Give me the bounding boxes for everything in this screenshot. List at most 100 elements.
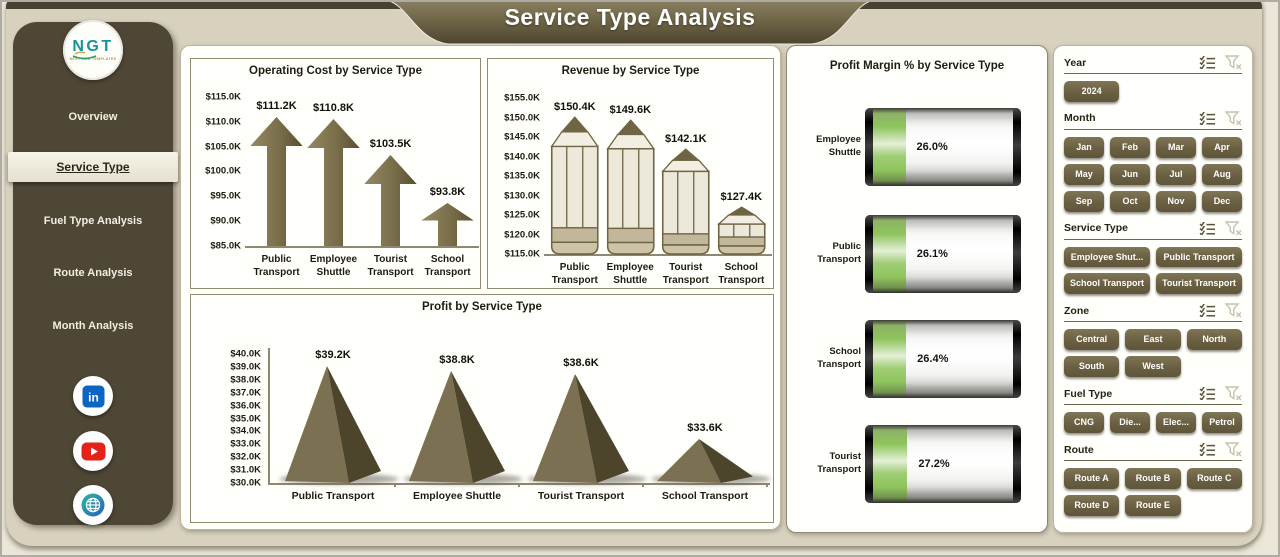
filter-option-apr[interactable]: Apr	[1202, 136, 1242, 158]
multi-select-icon[interactable]	[1199, 304, 1216, 318]
filter-option-oct[interactable]: Oct	[1110, 190, 1150, 212]
pyramid-bar-employee-shuttle[interactable]	[395, 369, 523, 485]
pencil-bar-school-transport[interactable]	[714, 206, 770, 255]
linkedin-icon[interactable]: in	[73, 376, 113, 416]
pencil-bar-employee-shuttle[interactable]	[603, 119, 659, 255]
clear-filter-icon[interactable]	[1225, 442, 1242, 457]
sidebar-item-service-type[interactable]: Service Type	[8, 152, 178, 182]
pyramid-bar-school-transport[interactable]	[643, 437, 771, 485]
filter-option-route-c[interactable]: Route C	[1186, 468, 1242, 489]
filter-option-mar[interactable]: Mar	[1156, 136, 1196, 158]
filter-option-employee-shut[interactable]: Employee Shut...	[1064, 246, 1150, 268]
youtube-icon[interactable]	[73, 431, 113, 471]
filter-option-may[interactable]: May	[1064, 163, 1104, 185]
filter-section-title: Route	[1064, 443, 1094, 456]
filter-option-school-transport[interactable]: School Transport	[1064, 273, 1150, 295]
arrow-bar-tourist-transport[interactable]	[362, 154, 419, 246]
battery-bar-employee-shuttle[interactable]: 26.0%	[865, 108, 1021, 186]
filter-option-jul[interactable]: Jul	[1156, 163, 1196, 185]
filter-option-south[interactable]: South	[1064, 356, 1120, 378]
category-label: Public Transport	[291, 490, 375, 502]
data-label: $150.4K	[553, 101, 596, 113]
arrow-bar-employee-shuttle[interactable]	[305, 118, 362, 246]
operating-cost-chart: Operating Cost by Service Type $115.0K $1…	[190, 58, 481, 289]
page-title: Service Type Analysis	[504, 4, 756, 30]
filter-option-public-transport[interactable]: Public Transport	[1156, 246, 1242, 268]
filter-option-cng[interactable]: CNG	[1064, 412, 1104, 434]
filter-option-route-a[interactable]: Route A	[1064, 468, 1120, 489]
filter-section-month: Month Jan Feb Mar Apr May Jun Jul Aug Sep Oct Nov De…	[1064, 109, 1242, 212]
profit-margin-panel: Profit Margin % by Service Type Employee…	[786, 45, 1048, 533]
data-label: $103.5K	[369, 138, 412, 150]
battery-bar-school-transport[interactable]: 26.4%	[865, 320, 1021, 398]
pyramid-bar-public-transport[interactable]	[271, 364, 399, 485]
y-axis-tick-label: $37.0K	[230, 387, 261, 399]
profit-chart: Profit by Service Type $40.0K $39.0K $38.0…	[190, 294, 774, 523]
filter-option-route-b[interactable]: Route B	[1125, 468, 1181, 489]
battery-cap	[865, 215, 873, 293]
filter-section-title: Fuel Type	[1064, 387, 1113, 400]
filter-option-2024[interactable]: 2024	[1064, 81, 1120, 102]
y-axis-tick-label: $125.0K	[504, 209, 540, 221]
multi-select-icon[interactable]	[1199, 56, 1216, 69]
logo-text: NGT	[72, 37, 114, 55]
y-axis-line	[268, 348, 270, 485]
filter-option-west[interactable]: West	[1125, 356, 1181, 378]
arrow-bar-school-transport[interactable]	[419, 202, 476, 246]
pencil-bar-tourist-transport[interactable]	[658, 148, 714, 255]
multi-select-icon[interactable]	[1199, 111, 1216, 125]
filter-section-title: Service Type	[1064, 222, 1129, 235]
y-axis-tick-label: $31.0K	[230, 464, 261, 476]
battery-cap	[865, 425, 873, 503]
battery-bar-tourist-transport[interactable]: 27.2%	[865, 425, 1021, 503]
filter-option-petrol[interactable]: Petrol	[1202, 412, 1242, 434]
category-label: Tourist Transport	[367, 254, 414, 278]
filter-option-aug[interactable]: Aug	[1202, 163, 1242, 185]
clear-filter-icon[interactable]	[1225, 303, 1242, 318]
sidebar-item-route-analysis[interactable]: Route Analysis	[53, 267, 133, 279]
y-axis-tick-label: $140.0K	[504, 151, 540, 162]
y-axis-tick-label: $130.0K	[504, 190, 540, 201]
filter-section-title: Year	[1064, 56, 1087, 69]
filter-option-east[interactable]: East	[1125, 329, 1181, 351]
filter-option-dec[interactable]: Dec	[1202, 190, 1242, 212]
y-axis-tick-label: $39.0K	[230, 361, 261, 373]
filter-option-tourist-transport[interactable]: Tourist Transport	[1156, 273, 1242, 295]
filter-option-central[interactable]: Central	[1064, 329, 1120, 351]
filter-option-jun[interactable]: Jun	[1110, 163, 1150, 185]
multi-select-icon[interactable]	[1199, 221, 1216, 235]
sidebar-item-month-analysis[interactable]: Month Analysis	[52, 320, 134, 332]
filter-section-fuel-type: Fuel Type CNG Die... Elec... Petrol	[1064, 384, 1242, 434]
multi-select-icon[interactable]	[1199, 387, 1216, 401]
filter-option-jan[interactable]: Jan	[1064, 136, 1104, 158]
filter-option-nov[interactable]: Nov	[1156, 190, 1196, 212]
filter-option-elec[interactable]: Elec...	[1156, 412, 1196, 434]
sidebar: NGT NEXT GEN TEMPLATES Overview Service T…	[8, 20, 178, 525]
data-label: 27.2%	[918, 458, 950, 470]
arrow-bar-public-transport[interactable]	[248, 116, 305, 246]
multi-select-icon[interactable]	[1199, 443, 1216, 457]
pencil-bar-public-transport[interactable]	[547, 116, 603, 255]
sidebar-item-fuel-type-analysis[interactable]: Fuel Type Analysis	[43, 215, 143, 227]
ngt-logo: NGT NEXT GEN TEMPLATES	[63, 20, 123, 80]
pyramid-bar-tourist-transport[interactable]	[519, 372, 647, 485]
filter-option-route-e[interactable]: Route E	[1125, 494, 1181, 516]
data-label: $142.1K	[664, 133, 707, 145]
clear-filter-icon[interactable]	[1225, 111, 1242, 126]
globe-icon[interactable]	[73, 485, 113, 525]
filter-option-sep[interactable]: Sep	[1064, 190, 1104, 212]
data-label: $38.8K	[439, 354, 475, 366]
category-label: Employee Shuttle	[412, 490, 502, 502]
clear-filter-icon[interactable]	[1225, 55, 1242, 70]
clear-filter-icon[interactable]	[1225, 220, 1242, 236]
filter-section-title: Zone	[1064, 304, 1090, 317]
filter-option-die[interactable]: Die...	[1110, 412, 1150, 434]
clear-filter-icon[interactable]	[1225, 386, 1242, 401]
filter-option-feb[interactable]: Feb	[1110, 136, 1150, 158]
filter-panel: Year 2024 Month Jan Feb Mar Apr May Jun Jul Aug Sep…	[1053, 45, 1253, 533]
battery-bar-public-transport[interactable]: 26.1%	[865, 215, 1021, 293]
y-axis-tick-label: $110.0K	[205, 116, 241, 128]
filter-option-north[interactable]: North	[1186, 329, 1242, 351]
sidebar-item-overview[interactable]: Overview	[68, 111, 118, 123]
filter-option-route-d[interactable]: Route D	[1064, 494, 1120, 516]
